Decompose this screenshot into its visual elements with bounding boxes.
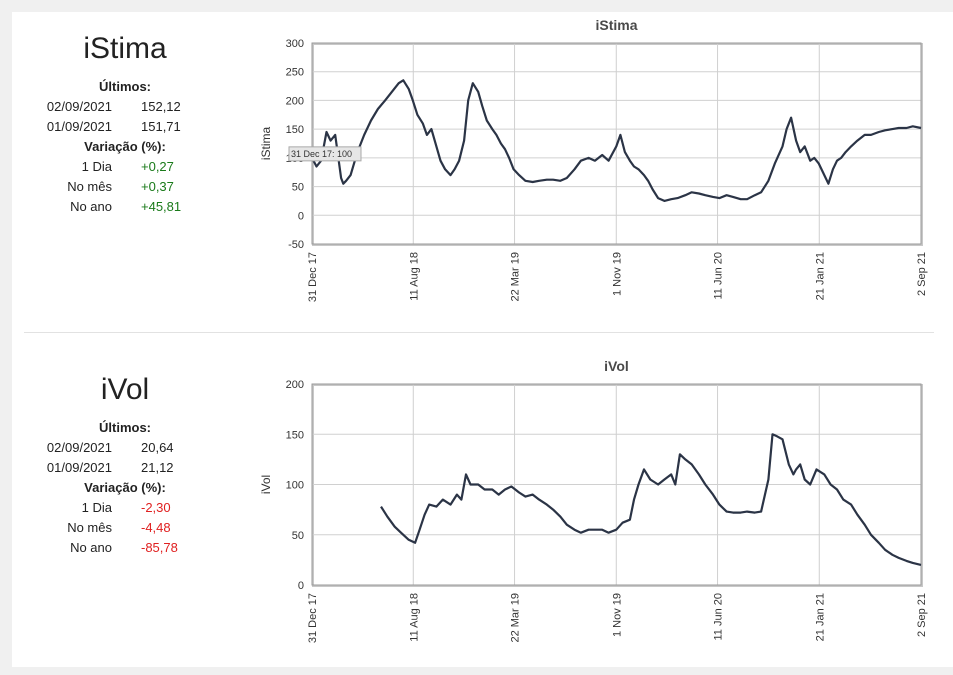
variation-value: -4,48 — [141, 520, 171, 535]
panel-ivol: iVol Últimos: 02/09/2021 20,64 01/09/202… — [12, 353, 953, 675]
variation-label: No mês — [67, 520, 112, 535]
index-name: iVol — [100, 373, 150, 406]
latest-value: 21,12 — [141, 460, 174, 475]
x-tick-label: 22 Mar 19 — [510, 252, 522, 302]
y-tick-label: 250 — [286, 67, 304, 79]
x-tick-label: 31 Dec 17 — [307, 252, 319, 302]
latest-date: 02/09/2021 — [46, 99, 112, 114]
index-name: iStima — [83, 32, 167, 65]
variation-value: -85,78 — [141, 540, 178, 555]
divider — [24, 332, 934, 333]
latest-value: 20,64 — [141, 440, 174, 455]
chart-title: iVol — [604, 358, 629, 374]
y-tick-label: 200 — [286, 379, 304, 391]
tooltip-text: 31 Dec 17: 100 — [291, 149, 352, 159]
x-tick-label: 11 Jun 20 — [713, 593, 725, 641]
plot-area-shadow — [312, 43, 923, 246]
variation-label: No ano — [70, 199, 112, 214]
variation-heading: Variação (%): — [84, 139, 166, 154]
x-tick-label: 21 Jan 21 — [814, 593, 826, 641]
y-tick-label: 50 — [292, 182, 304, 194]
variation-value: -2,30 — [141, 500, 171, 515]
variation-label: 1 Dia — [81, 500, 112, 515]
latest-date: 01/09/2021 — [46, 460, 112, 475]
latest-date: 02/09/2021 — [46, 440, 112, 455]
x-tick-label: 1 Nov 19 — [611, 593, 623, 637]
variation-value: +0,27 — [141, 159, 174, 174]
y-axis-label: iStima — [259, 127, 273, 161]
x-tick-label: 21 Jan 21 — [814, 252, 826, 300]
x-tick-label: 1 Nov 19 — [611, 252, 623, 296]
variation-heading: Variação (%): — [84, 480, 166, 495]
latest-heading: Últimos: — [99, 420, 151, 435]
latest-value: 152,12 — [141, 99, 181, 114]
latest-heading: Últimos: — [99, 79, 151, 94]
latest-date: 01/09/2021 — [46, 119, 112, 134]
x-tick-label: 22 Mar 19 — [510, 593, 522, 643]
variation-value: +45,81 — [141, 199, 182, 214]
y-tick-label: 0 — [298, 580, 304, 592]
tooltip — [288, 146, 362, 162]
y-tick-label: 100 — [286, 480, 304, 492]
variation-label: No mês — [67, 179, 112, 194]
y-tick-label: 0 — [298, 210, 304, 222]
plot-area — [311, 383, 922, 586]
variation-label: No ano — [70, 540, 112, 555]
x-tick-label: 2 Sep 21 — [916, 593, 928, 637]
series-line — [311, 79, 922, 202]
series-line — [380, 433, 922, 566]
y-axis-label: iVol — [259, 475, 273, 494]
plot-area-shadow — [312, 384, 923, 587]
y-tick-label: -50 — [288, 239, 304, 251]
variation-label: 1 Dia — [81, 159, 112, 174]
y-tick-label: 50 — [292, 530, 304, 542]
y-tick-label: 150 — [286, 429, 304, 441]
x-tick-label: 31 Dec 17 — [307, 593, 319, 643]
dashboard: iStima Últimos: 02/09/2021 152,12 01/09/… — [12, 12, 953, 667]
x-tick-label: 11 Jun 20 — [713, 252, 725, 300]
plot-area — [311, 42, 922, 245]
x-tick-label: 2 Sep 21 — [916, 252, 928, 296]
y-tick-label: 200 — [286, 95, 304, 107]
x-tick-label: 11 Aug 18 — [408, 593, 420, 642]
latest-value: 151,71 — [141, 119, 181, 134]
y-tick-label: 300 — [286, 38, 304, 50]
chart-title: iStima — [595, 17, 637, 33]
panel-istima: iStima Últimos: 02/09/2021 152,12 01/09/… — [12, 12, 953, 334]
variation-value: +0,37 — [141, 179, 174, 194]
x-tick-label: 11 Aug 18 — [408, 252, 420, 301]
y-tick-label: 150 — [286, 124, 304, 136]
ivol-chart[interactable]: iVol iVol 0 50 100 150 200 31 Dec 17 11 Aug 18 22… — [252, 353, 942, 668]
